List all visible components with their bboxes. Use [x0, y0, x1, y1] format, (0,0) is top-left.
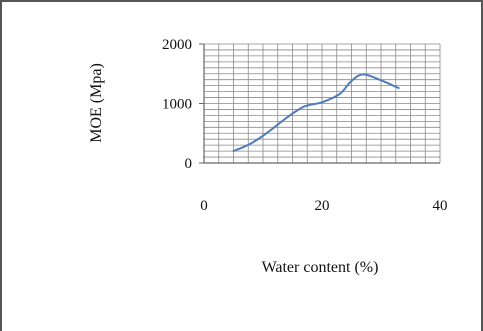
axes	[199, 43, 440, 164]
y-tick-label: 1000	[162, 97, 192, 113]
x-axis-title: Water content (%)	[262, 259, 379, 276]
x-tick-labels: 0 20 40	[200, 198, 447, 214]
y-axis-title: MOE (Mpa)	[88, 63, 105, 143]
grid	[204, 43, 441, 163]
y-tick-labels: 0 1000 2000	[162, 37, 192, 172]
y-tick-label: 2000	[162, 37, 192, 53]
series-layer	[232, 73, 400, 153]
series-line	[232, 73, 400, 153]
x-tick-label: 20	[315, 198, 330, 214]
x-tick-label: 0	[200, 198, 208, 214]
y-tick-label: 0	[185, 156, 193, 172]
x-tick-label: 40	[433, 198, 448, 214]
